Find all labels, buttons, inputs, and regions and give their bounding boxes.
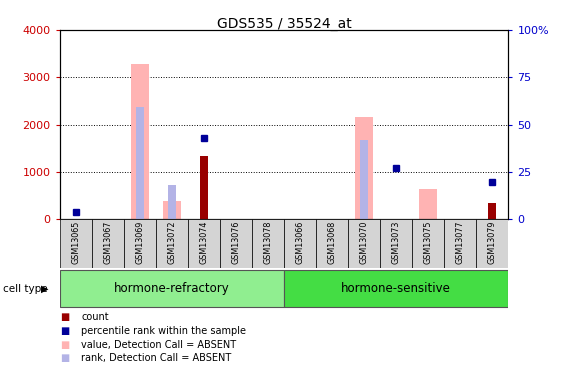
Bar bbox=[316, 219, 348, 268]
Text: cell type: cell type bbox=[3, 284, 48, 294]
Text: hormone-refractory: hormone-refractory bbox=[114, 282, 229, 295]
Text: ■: ■ bbox=[60, 354, 69, 363]
Text: count: count bbox=[81, 312, 109, 322]
Text: GSM13070: GSM13070 bbox=[360, 221, 369, 264]
Text: ■: ■ bbox=[60, 326, 69, 336]
Text: GSM13066: GSM13066 bbox=[295, 221, 304, 264]
Bar bbox=[220, 219, 252, 268]
Text: rank, Detection Call = ABSENT: rank, Detection Call = ABSENT bbox=[81, 354, 232, 363]
Bar bbox=[131, 64, 149, 219]
Text: GSM13075: GSM13075 bbox=[424, 221, 433, 264]
Bar bbox=[124, 219, 156, 268]
Bar bbox=[477, 219, 508, 268]
Bar bbox=[168, 185, 176, 219]
Text: GSM13065: GSM13065 bbox=[71, 221, 80, 264]
Text: ■: ■ bbox=[60, 340, 69, 350]
Text: GSM13079: GSM13079 bbox=[488, 221, 497, 264]
Bar bbox=[60, 219, 91, 268]
Bar bbox=[136, 107, 144, 219]
Bar bbox=[156, 219, 188, 268]
Text: GSM13074: GSM13074 bbox=[199, 221, 208, 264]
Bar bbox=[91, 219, 124, 268]
Bar bbox=[163, 201, 181, 219]
Text: percentile rank within the sample: percentile rank within the sample bbox=[81, 326, 246, 336]
Text: GDS535 / 35524_at: GDS535 / 35524_at bbox=[216, 17, 352, 31]
Bar bbox=[60, 270, 284, 308]
Bar bbox=[348, 219, 380, 268]
Text: GSM13068: GSM13068 bbox=[328, 221, 337, 264]
Text: value, Detection Call = ABSENT: value, Detection Call = ABSENT bbox=[81, 340, 236, 350]
Bar bbox=[252, 219, 284, 268]
Bar bbox=[419, 189, 437, 219]
Text: GSM13077: GSM13077 bbox=[456, 221, 465, 264]
Bar bbox=[488, 203, 496, 219]
Bar bbox=[284, 270, 508, 308]
Bar bbox=[380, 219, 412, 268]
Bar bbox=[412, 219, 444, 268]
Text: GSM13072: GSM13072 bbox=[168, 221, 176, 264]
Bar bbox=[356, 117, 373, 219]
Text: GSM13078: GSM13078 bbox=[264, 221, 273, 264]
Bar bbox=[188, 219, 220, 268]
Text: ■: ■ bbox=[60, 312, 69, 322]
Text: GSM13069: GSM13069 bbox=[135, 221, 144, 264]
Text: ▶: ▶ bbox=[41, 284, 48, 294]
Bar bbox=[284, 219, 316, 268]
Text: hormone-sensitive: hormone-sensitive bbox=[341, 282, 451, 295]
Bar bbox=[200, 156, 208, 219]
Bar bbox=[444, 219, 477, 268]
Bar bbox=[360, 140, 368, 219]
Text: GSM13067: GSM13067 bbox=[103, 221, 112, 264]
Text: GSM13073: GSM13073 bbox=[392, 221, 400, 264]
Text: GSM13076: GSM13076 bbox=[231, 221, 240, 264]
